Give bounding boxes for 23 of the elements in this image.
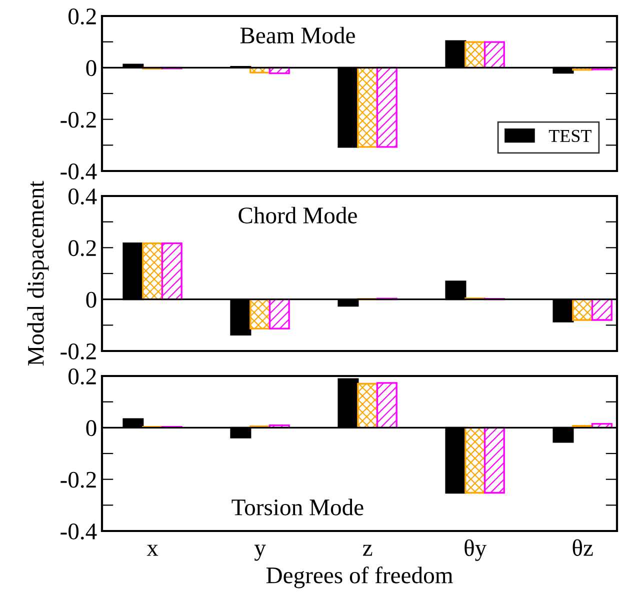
y-tick-label: 0.2 <box>68 368 96 385</box>
x-tick-label: θy <box>464 539 487 561</box>
y-tick-label: 0 <box>86 60 96 76</box>
y-tick-label: -0.2 <box>60 112 96 128</box>
chart-title: Chord Mode <box>238 206 357 224</box>
x-tick-label: z <box>362 544 372 556</box>
y-tick-label: -0.2 <box>60 472 96 488</box>
x-tick-label: y <box>254 544 266 561</box>
x-tick-label: θz <box>572 539 593 556</box>
y-axis-title: Modal dispacement <box>27 180 49 366</box>
y-tick-label: -0.2 <box>60 343 96 360</box>
y-tick-label: 0.2 <box>68 8 96 25</box>
y-tick-label: -0.4 <box>60 163 97 180</box>
y-tick-label: 0.2 <box>68 240 96 256</box>
x-tick-label: x <box>146 544 158 556</box>
x-axis-title: Degrees of freedom <box>266 566 453 588</box>
y-tick-label: -0.4 <box>60 523 97 540</box>
y-tick-label: 0 <box>86 292 96 308</box>
y-tick-label: 0.4 <box>68 188 97 205</box>
y-tick-label: 0 <box>86 420 96 436</box>
text: Torsion Mode <box>232 498 364 516</box>
chart-title: Beam Mode <box>240 26 355 44</box>
legend-label: TEST <box>548 130 592 142</box>
